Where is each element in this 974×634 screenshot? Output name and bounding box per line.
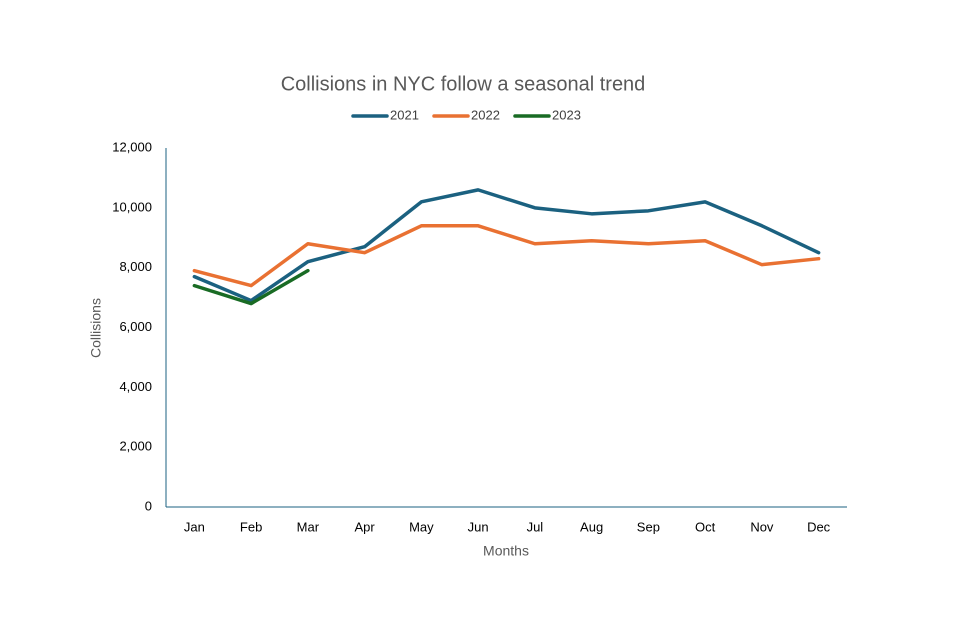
line-series [192, 268, 310, 306]
y-tick-label: 6,000 [119, 319, 152, 334]
x-axis-title: Months [483, 543, 529, 559]
x-tick-label: Feb [240, 519, 262, 534]
legend-label: 2023 [552, 107, 581, 122]
x-tick-label: Jul [527, 519, 544, 534]
y-tick-label: 8,000 [119, 259, 152, 274]
x-tick-label: Jan [184, 519, 205, 534]
y-tick-label: 2,000 [119, 439, 152, 454]
line-series [192, 188, 821, 303]
y-tick-label: 4,000 [119, 379, 152, 394]
legend-label: 2021 [390, 107, 419, 122]
x-tick-label: Aug [580, 519, 603, 534]
y-tick-label: 10,000 [112, 199, 152, 214]
y-tick-label: 0 [145, 498, 152, 513]
x-tick-label: May [409, 519, 434, 534]
x-tick-label: Sep [637, 519, 660, 534]
x-tick-label: Mar [297, 519, 320, 534]
x-tick-label: Apr [355, 519, 376, 534]
y-axis-title: Collisions [88, 298, 104, 358]
x-tick-label: Dec [807, 519, 831, 534]
x-tick-label: Nov [750, 519, 774, 534]
legend-label: 2022 [471, 107, 500, 122]
x-tick-label: Jun [468, 519, 489, 534]
line-series [192, 224, 821, 288]
y-tick-label: 12,000 [112, 139, 152, 154]
x-tick-label: Oct [695, 519, 716, 534]
chart-title: Collisions in NYC follow a seasonal tren… [281, 73, 646, 95]
